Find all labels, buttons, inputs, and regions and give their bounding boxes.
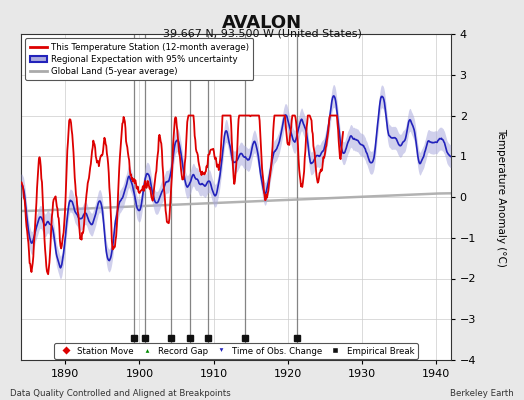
Legend: Station Move, Record Gap, Time of Obs. Change, Empirical Break: Station Move, Record Gap, Time of Obs. C… (54, 343, 418, 359)
Text: Data Quality Controlled and Aligned at Breakpoints: Data Quality Controlled and Aligned at B… (10, 389, 231, 398)
Text: AVALON: AVALON (222, 14, 302, 32)
Text: 39.667 N, 93.500 W (United States): 39.667 N, 93.500 W (United States) (162, 28, 362, 38)
Y-axis label: Temperature Anomaly (°C): Temperature Anomaly (°C) (496, 128, 506, 266)
Text: Berkeley Earth: Berkeley Earth (450, 389, 514, 398)
